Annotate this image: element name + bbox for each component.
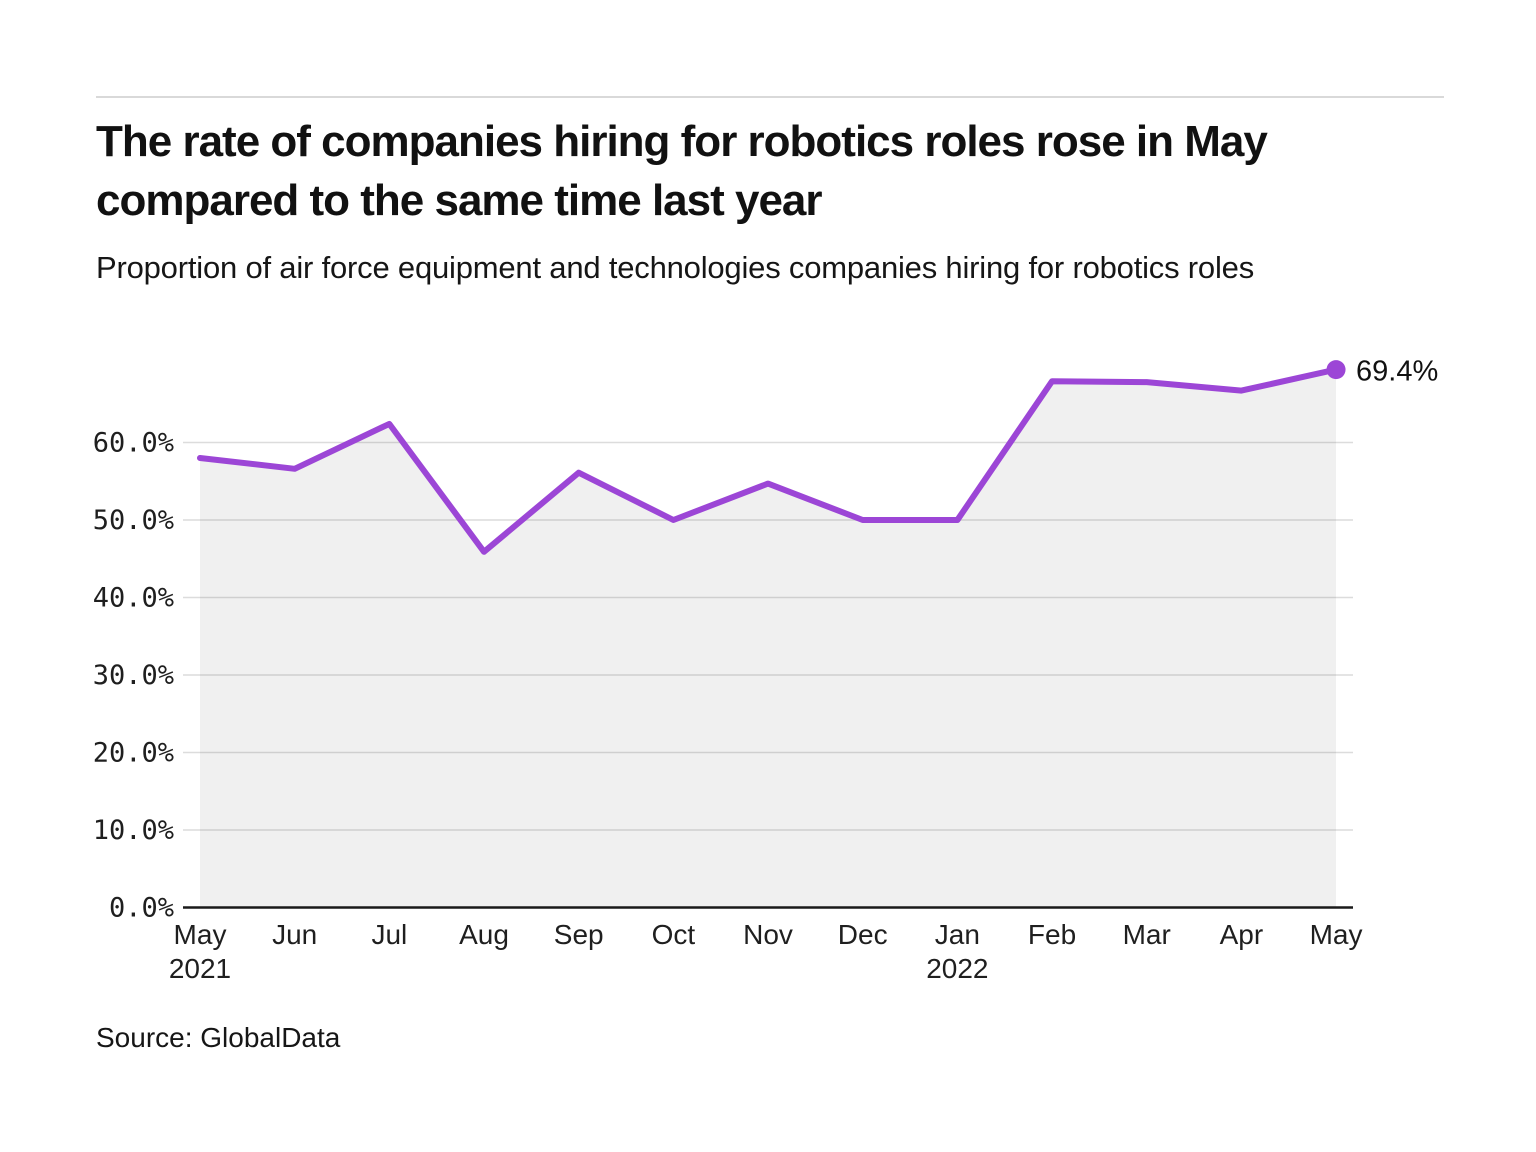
y-tick-label-0.0%: 0.0% [109,893,174,924]
x-tick-year-label-2021: 2021 [169,953,231,984]
y-tick-label-60.0%: 60.0% [93,428,174,459]
y-tick-label-40.0%: 40.0% [93,583,174,614]
gridlines [183,441,1353,831]
y-axis-labels: 0.0% 10.0% 20.0% 30.0% 40.0% 50.0% 60.0% [93,428,174,924]
x-tick-label-jun-1: Jun [272,919,317,950]
y-tick-label-30.0%: 30.0% [93,660,174,691]
chart-subtitle: Proportion of air force equipment and te… [96,250,1254,285]
x-tick-label-sep-4: Sep [554,919,604,950]
x-tick-label-aug-3: Aug [459,919,509,950]
end-value-label: 69.4% [1356,356,1438,388]
x-tick-label-nov-6: Nov [743,919,793,950]
x-tick-label-jul-2: Jul [371,919,407,950]
x-tick-label-feb-9: Feb [1028,919,1076,950]
y-tick-label-50.0%: 50.0% [93,505,174,536]
x-tick-label-may-12: May [1310,919,1363,950]
x-tick-label-mar-10: Mar [1123,919,1171,950]
chart-title: The rate of companies hiring for robotic… [96,117,1268,225]
x-tick-label-oct-5: Oct [652,919,696,950]
trend-line [197,366,1339,555]
x-tick-label-may-0: May [174,919,227,950]
x-tick-label-apr-11: Apr [1220,919,1264,950]
source-attribution: Source: GlobalData [96,1022,341,1053]
x-tick-label-dec-7: Dec [838,919,888,950]
area-fill [200,369,1336,908]
y-tick-label-20.0%: 20.0% [93,738,174,769]
top-divider-rule [96,96,1444,98]
y-tick-label-10.0%: 10.0% [93,815,174,846]
x-tick-year-label-2022: 2022 [926,953,988,984]
x-tick-label-jan-8: Jan [935,919,980,950]
end-point-marker [1326,360,1346,380]
